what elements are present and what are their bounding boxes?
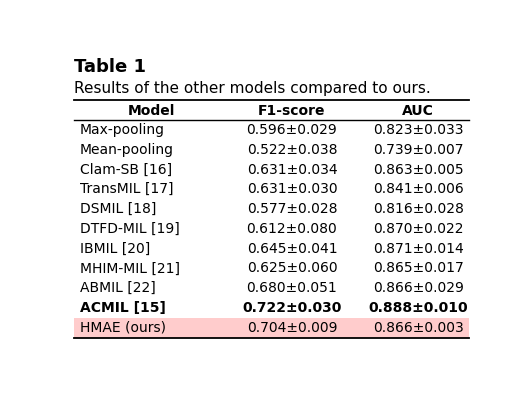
Text: 0.680±0.051: 0.680±0.051 xyxy=(247,281,337,295)
Text: Clam-SB [16]: Clam-SB [16] xyxy=(80,163,172,177)
Text: ACMIL [15]: ACMIL [15] xyxy=(80,301,166,315)
Text: 0.722±0.030: 0.722±0.030 xyxy=(242,301,342,315)
Text: Table 1: Table 1 xyxy=(74,58,146,76)
Text: 0.871±0.014: 0.871±0.014 xyxy=(373,242,464,256)
Text: 0.816±0.028: 0.816±0.028 xyxy=(373,202,464,216)
Text: Mean-pooling: Mean-pooling xyxy=(80,143,174,157)
Text: 0.841±0.006: 0.841±0.006 xyxy=(373,182,464,196)
Text: 0.823±0.033: 0.823±0.033 xyxy=(373,123,463,137)
Text: 0.866±0.003: 0.866±0.003 xyxy=(373,321,464,335)
Text: Max-pooling: Max-pooling xyxy=(80,123,165,137)
Text: MHIM-MIL [21]: MHIM-MIL [21] xyxy=(80,261,180,275)
Text: 0.865±0.017: 0.865±0.017 xyxy=(373,261,464,275)
Text: 0.870±0.022: 0.870±0.022 xyxy=(373,222,463,236)
Text: 0.739±0.007: 0.739±0.007 xyxy=(373,143,463,157)
Text: F1-score: F1-score xyxy=(258,104,326,118)
Text: 0.888±0.010: 0.888±0.010 xyxy=(369,301,468,315)
Text: 0.631±0.034: 0.631±0.034 xyxy=(247,163,337,177)
Text: 0.522±0.038: 0.522±0.038 xyxy=(247,143,337,157)
Text: 0.625±0.060: 0.625±0.060 xyxy=(247,261,337,275)
Text: AUC: AUC xyxy=(402,104,434,118)
Text: Model: Model xyxy=(128,104,175,118)
Text: HMAE (ours): HMAE (ours) xyxy=(80,321,166,335)
Text: 0.631±0.030: 0.631±0.030 xyxy=(247,182,337,196)
Text: DSMIL [18]: DSMIL [18] xyxy=(80,202,156,216)
Text: 0.863±0.005: 0.863±0.005 xyxy=(373,163,464,177)
Text: TransMIL [17]: TransMIL [17] xyxy=(80,182,174,196)
Text: 0.612±0.080: 0.612±0.080 xyxy=(247,222,337,236)
Text: 0.704±0.009: 0.704±0.009 xyxy=(247,321,337,335)
Text: 0.577±0.028: 0.577±0.028 xyxy=(247,202,337,216)
Text: IBMIL [20]: IBMIL [20] xyxy=(80,242,150,256)
Text: 0.866±0.029: 0.866±0.029 xyxy=(373,281,464,295)
Text: ABMIL [22]: ABMIL [22] xyxy=(80,281,156,295)
Text: Results of the other models compared to ours.: Results of the other models compared to … xyxy=(74,81,431,96)
Text: 0.645±0.041: 0.645±0.041 xyxy=(247,242,337,256)
Text: 0.596±0.029: 0.596±0.029 xyxy=(247,123,337,137)
Text: DTFD-MIL [19]: DTFD-MIL [19] xyxy=(80,222,180,236)
Bar xyxy=(74,318,469,338)
